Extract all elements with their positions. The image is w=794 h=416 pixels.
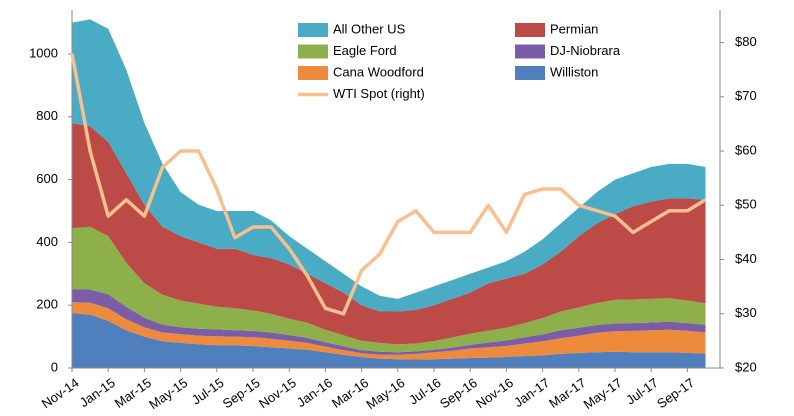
legend-swatch [515,23,545,37]
y2-tick-label: $40 [735,251,757,266]
area [72,123,706,345]
legend-swatch [515,66,545,80]
area [72,226,706,353]
x-tick-label: Sep-17 [654,375,697,411]
legend-swatch [298,66,328,80]
y-tick-label: 600 [36,171,58,186]
x-tick-label: Sep-15 [220,375,263,411]
x-tick-label: May-15 [146,375,190,412]
legend-swatch [298,44,328,59]
legend-label: Cana Woodford [333,64,424,79]
x-tick-label: Jan-17 [511,375,552,410]
y2-tick-label: $20 [735,359,757,374]
line [70,53,707,316]
legend-swatch [515,44,545,59]
x-tick-label: Jul-15 [189,375,227,408]
legend-label: DJ-Niobrara [550,43,621,58]
x-tick-label: Nov-16 [473,375,516,411]
x-tick-label: May-17 [581,375,625,412]
y2-tick-label: $30 [735,305,757,320]
y-tick-label: 0 [51,359,58,374]
legend-label: WTI Spot (right) [333,86,425,101]
x-tick-label: Jan-16 [294,375,335,410]
x-tick-label: Jul-16 [406,375,444,408]
y-tick-label: 800 [36,108,58,123]
y2-tick-label: $60 [735,142,757,157]
x-tick-label: Mar-16 [329,375,371,411]
area [72,313,706,368]
y2-tick-label: $70 [735,88,757,103]
y-tick-label: 400 [36,234,58,249]
x-tick-label: Jan-15 [77,375,118,410]
y-tick-label: 200 [36,297,58,312]
area [72,19,706,312]
y2-tick-label: $80 [735,34,757,49]
area [72,289,706,355]
x-tick-label: Nov-15 [256,375,299,411]
legend-label: All Other US [333,21,406,36]
plot-area [72,19,706,368]
x-tick-label: Jul-17 [623,375,661,408]
x-tick-label: Mar-17 [546,375,588,411]
y2-tick-label: $50 [735,197,757,212]
x-tick-label: May-16 [363,375,407,412]
x-tick-label: Sep-16 [437,375,480,411]
legend-label: Permian [550,21,598,36]
x-tick-label: Mar-15 [112,375,154,411]
legend-label: Eagle Ford [333,43,397,58]
area [72,302,706,360]
y-tick-label: 1000 [29,45,58,60]
legend-label: Williston [550,64,598,79]
x-tick-label: Nov-14 [39,375,82,411]
legend-swatch [298,23,328,37]
